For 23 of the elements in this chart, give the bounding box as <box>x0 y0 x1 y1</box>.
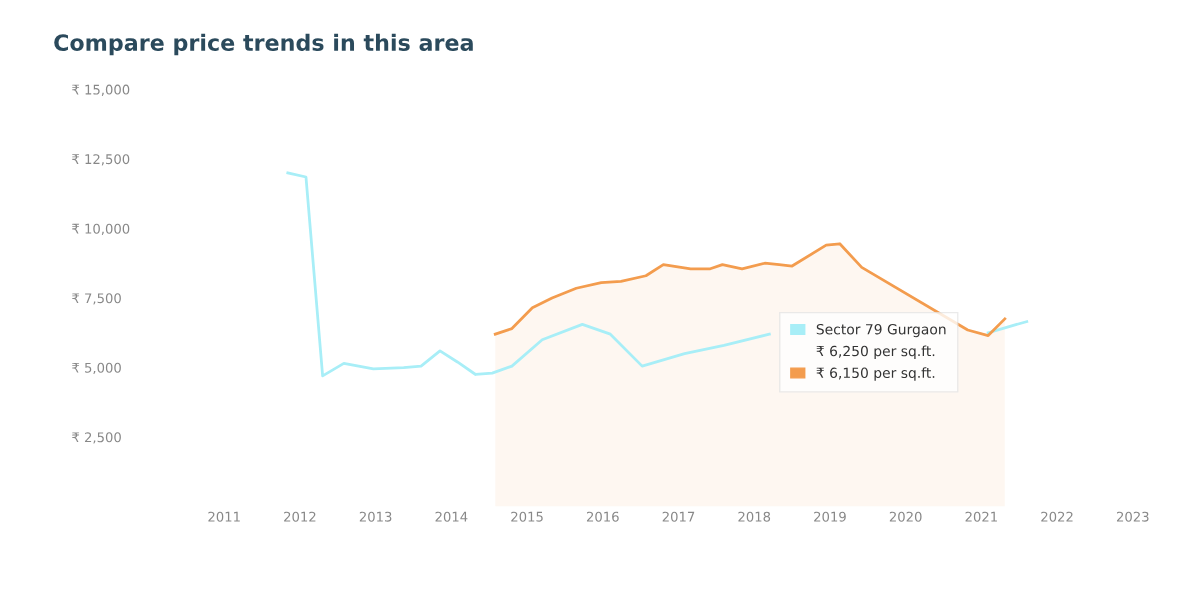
x-tick-label: 2015 <box>511 511 543 522</box>
x-tick-label: 2016 <box>586 511 619 522</box>
x-tick-label: 2020 <box>889 511 922 522</box>
chart-title: Compare price trends in this area <box>54 33 473 56</box>
y-tick-label: ₹ 5,000 <box>72 362 121 375</box>
x-tick-label: 2018 <box>738 511 771 522</box>
x-tick-label: 2014 <box>435 511 468 522</box>
x-tick-label: 2022 <box>1041 511 1073 522</box>
x-tick-label: 2013 <box>359 511 392 522</box>
legend-label: Sector 79 Gurgaon <box>816 323 946 338</box>
x-tick-label: 2021 <box>965 511 997 522</box>
x-tick-label: 2019 <box>814 511 846 522</box>
x-tick-label: 2011 <box>208 511 240 522</box>
annotation: ₹ 6,150 per sq.ft. <box>816 367 935 381</box>
y-tick-label: ₹ 2,500 <box>72 432 121 444</box>
y-tick-label: ₹ 7,500 <box>72 293 121 305</box>
y-tick-label: ₹ 10,000 <box>72 223 130 236</box>
x-tick-label: 2017 <box>662 511 695 522</box>
y-tick-label: ₹ 15,000 <box>72 84 130 96</box>
x-tick-label: 2023 <box>1116 511 1149 522</box>
annotation: ₹ 6,250 per sq.ft. <box>816 345 935 359</box>
y-tick-label: ₹ 12,500 <box>72 154 130 166</box>
x-tick-label: 2012 <box>284 511 316 522</box>
